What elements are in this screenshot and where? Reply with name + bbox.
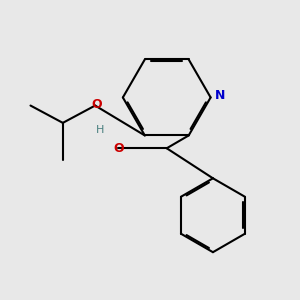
Text: H: H	[96, 125, 104, 135]
Text: O: O	[91, 98, 102, 111]
Text: N: N	[215, 89, 226, 102]
Text: O: O	[113, 142, 124, 155]
